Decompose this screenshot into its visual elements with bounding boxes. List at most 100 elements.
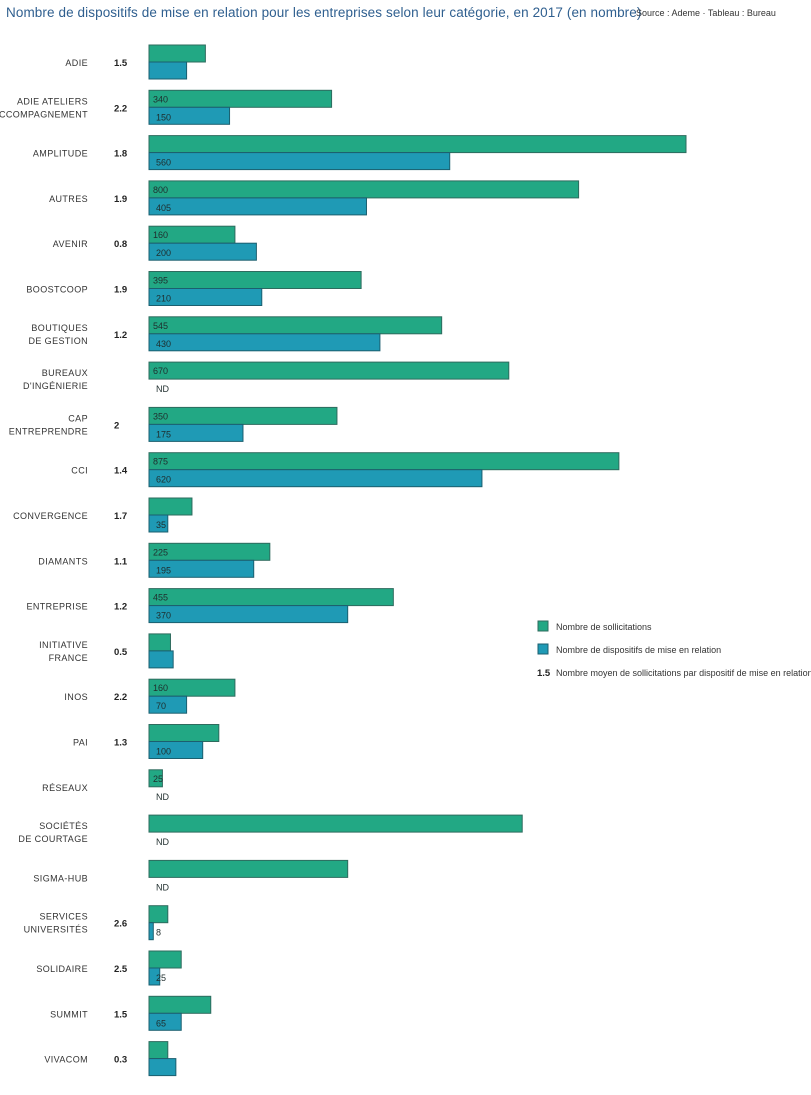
bar-demand — [148, 514, 169, 533]
value-label-demand: 70 — [156, 701, 166, 711]
category-label: RÉSEAUX — [42, 783, 88, 793]
ratio-label: 2.5 — [114, 964, 128, 975]
value-label-demand: 620 — [156, 475, 171, 485]
value-label-demand: ND — [156, 384, 169, 394]
bar-demand — [148, 61, 188, 80]
category-label: BOOSTCOOP — [26, 285, 88, 295]
legend-ratio-sample: 1.5 — [537, 668, 551, 679]
ratio-label: 0.8 — [114, 239, 127, 250]
bar-offer — [148, 135, 687, 154]
category-label: D'INGÉNIERIE — [23, 381, 88, 391]
row-cci: CCI 1.4 875 620 — [71, 452, 620, 488]
bar-offer — [148, 814, 523, 833]
legend-label-ratio: Nombre moyen de sollicitations par dispo… — [556, 668, 811, 678]
ratio-label: 1.9 — [114, 285, 127, 296]
value-label-demand: 175 — [156, 429, 171, 439]
bar-demand — [148, 559, 255, 578]
bar-demand — [148, 333, 381, 352]
row-solidaire: SOLIDAIRE 2.5 25 — [36, 950, 182, 986]
bar-offer — [148, 316, 443, 335]
legend-swatch-demand — [537, 643, 549, 655]
row-diamants: DIAMANTS 1.1 225 195 — [38, 542, 271, 578]
ratio-label: 2.6 — [114, 919, 127, 930]
bar-offer — [148, 633, 171, 652]
ratio-label: 1.7 — [114, 511, 127, 522]
value-label-offer: 670 — [153, 366, 168, 376]
chart-legend: Nombre de sollicitations Nombre de dispo… — [537, 620, 811, 679]
category-label: SUMMIT — [50, 1009, 88, 1019]
bar-demand — [148, 650, 174, 669]
row-amplitude: AMPLITUDE 1.8 560 — [33, 135, 687, 171]
chart-title: Nombre de dispositifs de mise en relatio… — [6, 5, 642, 20]
bar-offer — [148, 452, 620, 471]
ratio-label: 1.8 — [114, 149, 127, 160]
value-label-demand: 560 — [156, 158, 171, 168]
category-label: BUREAUX — [42, 368, 88, 378]
value-label-demand: 150 — [156, 112, 171, 122]
value-label-demand: 430 — [156, 339, 171, 349]
value-label-offer: 800 — [153, 185, 168, 195]
category-label: CAP — [68, 413, 88, 423]
bar-demand — [148, 1058, 177, 1077]
category-label: UNIVERSITÉS — [24, 925, 88, 935]
value-label-demand: ND — [156, 882, 169, 892]
value-label-offer: 25 — [153, 774, 163, 784]
bar-offer — [148, 678, 236, 697]
ratio-label: 0.3 — [114, 1055, 127, 1066]
value-label-demand: 200 — [156, 248, 171, 258]
row-vivacom: VIVACOM 0.3 — [44, 1041, 177, 1077]
value-label-demand: ND — [156, 837, 169, 847]
chart-rows: ADIE 1.5 ADIE ATELIERS ACCOMPAGNEMENT 2.2 340… — [0, 44, 687, 1077]
value-label-demand: 210 — [156, 294, 171, 304]
value-label-offer: 160 — [153, 683, 168, 693]
bar-demand — [148, 605, 349, 624]
category-label: ADIE — [65, 58, 88, 68]
value-label-demand: 8 — [156, 928, 161, 938]
category-label: SIGMA-HUB — [33, 873, 88, 883]
ratio-label: 1.5 — [114, 1009, 128, 1020]
category-label: DIAMANTS — [38, 556, 88, 566]
row-services-universit-s: SERVICES UNIVERSITÉS 2.6 8 — [24, 905, 169, 941]
category-label: DE COURTAGE — [18, 834, 88, 844]
bar-demand — [148, 469, 483, 488]
bar-offer — [148, 271, 362, 289]
bar-demand — [148, 695, 188, 714]
ratio-label: 2.2 — [114, 692, 127, 703]
row-entreprise: ENTREPRISE 1.2 455 370 — [26, 588, 394, 624]
bar-offer — [148, 361, 510, 380]
bar-offer — [148, 89, 333, 108]
category-label: PAI — [73, 738, 88, 748]
row-soci-t-s-de-courtage: SOCIÉTÉS DE COURTAGE ND — [18, 814, 523, 847]
category-label: FRANCE — [49, 653, 88, 663]
category-label: SOLIDAIRE — [36, 964, 88, 974]
bar-demand — [148, 242, 257, 261]
category-label: DE GESTION — [28, 336, 88, 346]
row-cap-entreprendre: CAP ENTREPRENDRE 2 350 175 — [9, 406, 338, 442]
row-boostcoop: BOOSTCOOP 1.9 395 210 — [26, 271, 362, 306]
bar-offer — [148, 180, 580, 199]
category-label: BOUTIQUES — [31, 323, 88, 333]
bar-demand — [148, 152, 451, 171]
value-label-demand: 195 — [156, 565, 171, 575]
category-label: ENTREPRENDRE — [9, 426, 88, 436]
row-summit: SUMMIT 1.5 65 — [50, 995, 212, 1031]
row-avenir: AVENIR 0.8 160 200 — [53, 225, 257, 261]
value-label-offer: 395 — [153, 276, 168, 286]
row-autres: AUTRES 1.9 800 405 — [49, 180, 580, 216]
bar-offer — [148, 995, 212, 1014]
category-label: ACCOMPAGNEMENT — [0, 109, 88, 119]
category-label: AVENIR — [53, 239, 88, 249]
category-label: CONVERGENCE — [13, 511, 88, 521]
value-label-demand: 65 — [156, 1018, 166, 1028]
row-pai: PAI 1.3 100 — [73, 724, 220, 759]
row-convergence: CONVERGENCE 1.7 35 — [13, 497, 193, 533]
bar-demand — [148, 922, 154, 941]
row-adie-ateliers-accompagnement: ADIE ATELIERS ACCOMPAGNEMENT 2.2 340 150 — [0, 89, 333, 125]
bar-demand — [148, 967, 161, 986]
ratio-label: 0.5 — [114, 647, 128, 658]
value-label-offer: 160 — [153, 230, 168, 240]
category-label: VIVACOM — [44, 1055, 88, 1065]
bar-demand — [148, 741, 204, 759]
bar-demand — [148, 1012, 182, 1031]
